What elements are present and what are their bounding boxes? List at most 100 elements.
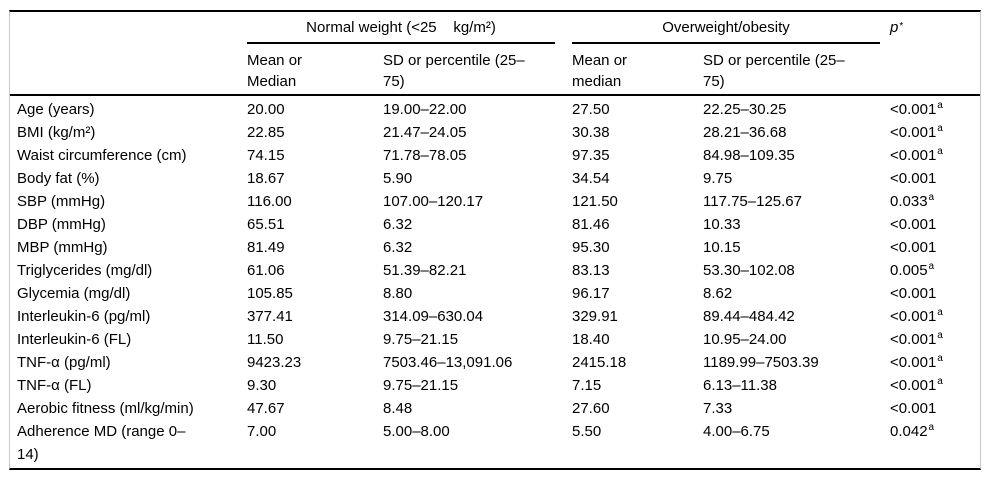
nw-mean-value: 65.51 [247, 216, 285, 233]
column-group-overweight-obesity: Overweight/obesity [572, 12, 880, 44]
nw-sd-value: 8.80 [383, 285, 413, 302]
nw-sd-value: 71.78–78.05 [383, 147, 467, 164]
table-row: TNF-α (FL) 9.30 9.75–21.15 7.15 6.13–11.… [10, 374, 980, 397]
table-subheader-row: Mean or Median SD or percentile (25– 75)… [10, 42, 980, 96]
p-value-superscript: a [937, 353, 943, 364]
table-row: Aerobic fitness (ml/kg/min) 47.67 8.48 2… [10, 397, 980, 420]
ow-sd-value: 6.13–11.38 [703, 377, 777, 394]
ow-sd-value: 10.15 [703, 239, 741, 256]
nw-sd-value: 51.39–82.21 [383, 262, 467, 279]
column-header-nw-sd-or-percentile: SD or percentile (25– 75) [383, 52, 525, 90]
p-value: <0.001a [890, 98, 980, 121]
p-value: <0.001 [890, 397, 980, 420]
nw-sd-value: 107.00–120.17 [383, 193, 484, 210]
nw-sd-value: 5.90 [383, 170, 413, 187]
column-header-ow-sd-or-percentile: SD or percentile (25– 75) [703, 52, 845, 90]
ow-mean-value: 27.50 [572, 101, 610, 118]
p-value: <0.001 [890, 236, 980, 259]
ow-sd-value: 10.33 [703, 216, 741, 233]
row-label: Waist circumference (cm) [17, 147, 187, 164]
ow-sd-value: 1189.99–7503.39 [703, 354, 819, 371]
nw-mean-value: 47.67 [247, 400, 285, 417]
nw-mean-value: 7.00 [247, 423, 277, 440]
p-value-number: <0.001 [890, 239, 937, 256]
p-value-superscript: a [937, 307, 943, 318]
p-value-superscript: a [937, 123, 943, 134]
ow-sd-value: 117.75–125.67 [703, 193, 802, 210]
p-value: <0.001a [890, 305, 980, 328]
p-value: <0.001a [890, 144, 980, 167]
p-value-number: <0.001 [890, 170, 937, 187]
table-row: Adherence MD (range 0– 14) 7.00 5.00–8.0… [10, 420, 980, 466]
nw-sd-value: 9.75–21.15 [383, 377, 459, 394]
table-row: Age (years) 20.00 19.00–22.00 27.50 22.2… [10, 98, 980, 121]
ow-sd-value: 8.62 [703, 285, 733, 302]
row-label: BMI (kg/m²) [17, 124, 96, 141]
p-value-number: <0.001 [890, 285, 937, 302]
nw-mean-value: 61.06 [247, 262, 285, 279]
table-row: Body fat (%) 18.67 5.90 34.54 9.75 <0.00… [10, 167, 980, 190]
ow-mean-value: 121.50 [572, 193, 618, 210]
p-value: <0.001 [890, 167, 980, 190]
row-label: Aerobic fitness (ml/kg/min) [17, 400, 194, 417]
p-value: <0.001a [890, 328, 980, 351]
row-label: TNF-α (pg/ml) [17, 354, 111, 371]
table-row: MBP (mmHg) 81.49 6.32 95.30 10.15 <0.001 [10, 236, 980, 259]
table-row: Triglycerides (mg/dl) 61.06 51.39–82.21 … [10, 259, 980, 282]
ow-sd-value: 89.44–484.42 [703, 308, 795, 325]
p-value: <0.001a [890, 351, 980, 374]
nw-mean-value: 11.50 [247, 331, 284, 348]
p-value-superscript: a [937, 146, 943, 157]
p-value-number: <0.001 [890, 308, 937, 325]
nw-sd-value: 8.48 [383, 400, 413, 417]
ow-mean-value: 5.50 [572, 423, 602, 440]
row-label: Interleukin-6 (pg/ml) [17, 308, 151, 325]
p-value-number: <0.001 [890, 354, 937, 371]
row-label: DBP (mmHg) [17, 216, 106, 233]
ow-mean-value: 95.30 [572, 239, 610, 256]
ow-sd-value: 10.95–24.00 [703, 331, 787, 348]
p-value: 0.042a [890, 420, 980, 466]
nw-mean-value: 116.00 [247, 193, 292, 210]
p-value-number: <0.001 [890, 331, 937, 348]
nw-mean-value: 9423.23 [247, 354, 302, 371]
nw-sd-value: 9.75–21.15 [383, 331, 459, 348]
table-body: Age (years) 20.00 19.00–22.00 27.50 22.2… [10, 96, 980, 468]
column-header-ow-mean-or-median: Mean or median [572, 52, 628, 90]
ow-mean-value: 34.54 [572, 170, 610, 187]
table-row: TNF-α (pg/ml) 9423.23 7503.46–13,091.06 … [10, 351, 980, 374]
p-value: <0.001 [890, 282, 980, 305]
column-header-p: p * [890, 18, 904, 36]
row-label: Interleukin-6 (FL) [17, 331, 132, 348]
p-value-number: <0.001 [890, 124, 937, 141]
nw-sd-value: 6.32 [383, 216, 413, 233]
descriptives-table: Normal weight (<25 kg/m²) Overweight/obe… [9, 10, 981, 470]
ow-sd-value: 9.75 [703, 170, 733, 187]
table-row: Glycemia (mg/dl) 105.85 8.80 96.17 8.62 … [10, 282, 980, 305]
table-group-header-row: Normal weight (<25 kg/m²) Overweight/obe… [10, 12, 980, 44]
group-header-spacer [10, 12, 247, 42]
ow-mean-value: 97.35 [572, 147, 610, 164]
ow-sd-value: 7.33 [703, 400, 733, 417]
row-label: MBP (mmHg) [17, 239, 108, 256]
row-label: Body fat (%) [17, 170, 100, 187]
table-row: Interleukin-6 (FL) 11.50 9.75–21.15 18.4… [10, 328, 980, 351]
row-label: Age (years) [17, 101, 95, 118]
row-label: Glycemia (mg/dl) [17, 285, 131, 302]
ow-mean-value: 96.17 [572, 285, 610, 302]
p-value-superscript: a [937, 330, 943, 341]
table-row: BMI (kg/m²) 22.85 21.47–24.05 30.38 28.2… [10, 121, 980, 144]
p-value-number: 0.005 [890, 262, 928, 279]
p-value-superscript: a [928, 261, 935, 272]
nw-sd-value: 5.00–8.00 [383, 423, 450, 440]
p-value: <0.001a [890, 121, 980, 144]
p-value-superscript: a [928, 192, 935, 203]
table-row: Interleukin-6 (pg/ml) 377.41 314.09–630.… [10, 305, 980, 328]
ow-mean-value: 81.46 [572, 216, 610, 233]
ow-mean-value: 2415.18 [572, 354, 627, 371]
nw-mean-value: 9.30 [247, 377, 277, 394]
p-value-number: <0.001 [890, 216, 937, 233]
p-value: <0.001 [890, 213, 980, 236]
table-row: Waist circumference (cm) 74.15 71.78–78.… [10, 144, 980, 167]
p-value-superscript: a [928, 422, 935, 433]
